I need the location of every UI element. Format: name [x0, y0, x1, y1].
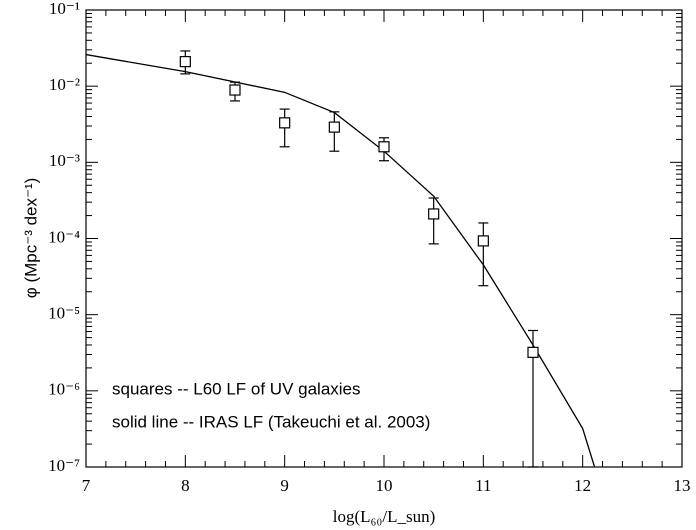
x-tick-label: 12 [574, 476, 591, 495]
data-point [378, 141, 390, 153]
x-tick-label: 7 [82, 476, 91, 495]
y-axis-label: φ (Mpc⁻³ dex⁻¹) [21, 178, 40, 299]
data-point [527, 346, 539, 358]
data-point [428, 208, 440, 220]
model-line [85, 53, 596, 468]
x-tick-label: 10 [376, 476, 393, 495]
x-tick-label: 11 [475, 476, 491, 495]
data-point [328, 121, 340, 133]
data-point [477, 235, 489, 247]
annotation: squares -- L60 LF of UV galaxies [112, 379, 361, 398]
x-tick-label: 9 [280, 476, 289, 495]
y-tick-label: 10⁻⁶ [48, 380, 80, 399]
x-tick-label: 13 [674, 476, 691, 495]
data-point [279, 117, 291, 129]
data-point [229, 84, 241, 96]
data-point [179, 56, 191, 68]
y-tick-label: 10⁻¹ [49, 0, 80, 18]
x-tick-label: 8 [181, 476, 190, 495]
annotation: solid line -- IRAS LF (Takeuchi et al. 2… [112, 412, 430, 431]
y-tick-label: 10⁻⁷ [48, 456, 80, 475]
x-axis-label: log(L₆₀/L_sun) [333, 507, 436, 526]
y-tick-label: 10⁻⁴ [48, 227, 80, 246]
y-tick-label: 10⁻² [49, 75, 80, 94]
y-tick-label: 10⁻⁵ [48, 304, 80, 323]
y-tick-label: 10⁻³ [49, 151, 80, 170]
